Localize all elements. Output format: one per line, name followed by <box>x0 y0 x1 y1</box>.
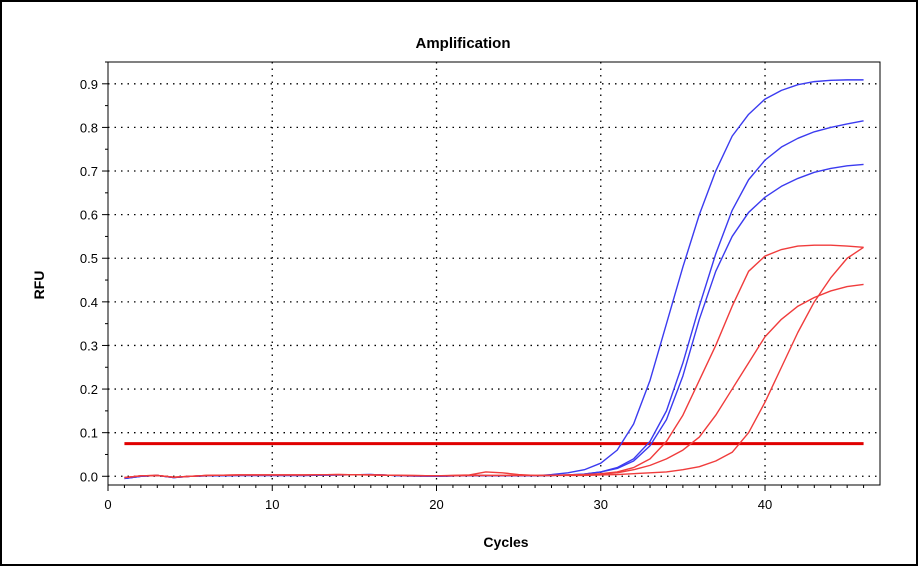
plot-area-border <box>107 61 881 486</box>
y-tick-label: 0.7 <box>80 164 98 179</box>
y-tick-label: 0.4 <box>80 295 98 310</box>
blue-series-line-1 <box>124 79 864 480</box>
blue-series-line-3 <box>124 163 864 480</box>
x-axis-title: Cycles <box>483 534 528 550</box>
red-series-line-6 <box>124 246 864 479</box>
x-tick-label: 0 <box>104 497 111 512</box>
y-tick-label: 0.6 <box>80 208 98 223</box>
y-tick-label: 0.9 <box>80 77 98 92</box>
x-tick-label: 40 <box>758 497 772 512</box>
x-tick-label: 30 <box>594 497 608 512</box>
series-layer <box>124 79 864 480</box>
y-tick-label: 0.1 <box>80 426 98 441</box>
tick-layer: 0 10 20 30 40 0.0 0.1 0.2 0.3 0.4 0.5 0.6 0.7 0.8 0.9 <box>80 61 865 512</box>
chart-title: Amplification <box>415 35 510 52</box>
y-tick-label: 0.2 <box>80 382 98 397</box>
y-tick-label: 0.3 <box>80 338 98 353</box>
x-tick-label: 10 <box>265 497 279 512</box>
y-tick-label: 0.5 <box>80 251 98 266</box>
x-tick-label: 20 <box>429 497 443 512</box>
y-tick-label: 0.8 <box>80 120 98 135</box>
grid-layer <box>108 62 880 485</box>
y-axis-title: RFU <box>31 271 47 300</box>
red-series-line-5 <box>124 283 864 479</box>
y-tick-label: 0.0 <box>80 469 98 484</box>
